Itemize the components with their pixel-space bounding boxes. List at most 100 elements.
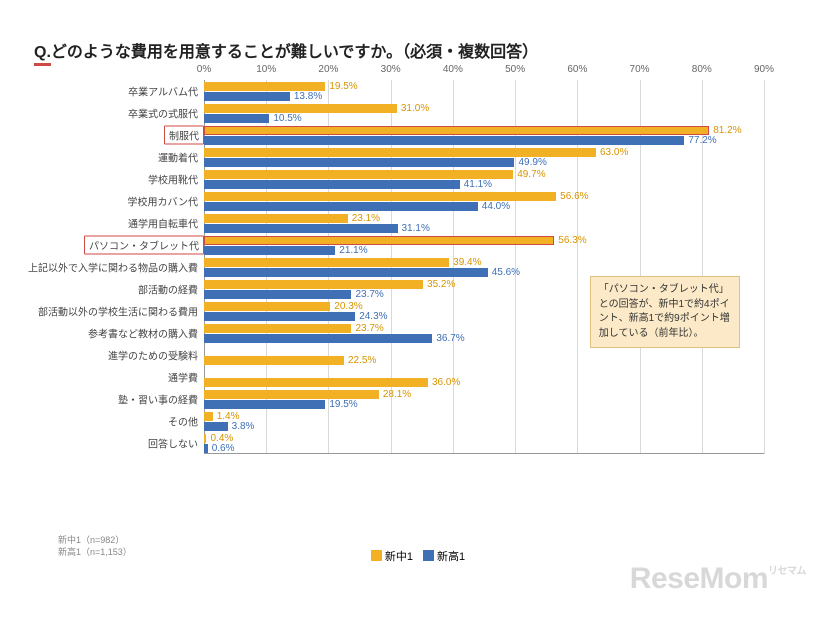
value-label-s2: 41.1% — [464, 179, 492, 190]
value-label-s2: 21.1% — [339, 245, 367, 256]
value-label-s2: 19.5% — [329, 399, 357, 410]
sample-line-1: 新中1（n=982） — [58, 534, 132, 546]
category-row: 運動着代63.0%49.9% — [204, 146, 764, 168]
category-label: パソコン・タブレット代 — [84, 236, 204, 255]
bar-s1 — [204, 192, 556, 201]
question-title: Q.どのような費用を用意することが難しいですか。（必須・複数回答） — [34, 38, 792, 62]
x-axis-tick-label: 50% — [505, 64, 525, 75]
title-main: どのような費用を用意することが難しいですか。（必須・複数回答） — [51, 44, 538, 61]
bar-s1 — [204, 356, 344, 365]
category-label: 通学費 — [168, 370, 204, 385]
category-label: 進学のための受験料 — [108, 348, 204, 363]
category-label: その他 — [168, 414, 204, 429]
category-label: 通学用自転車代 — [128, 216, 204, 231]
x-axis-tick-label: 40% — [443, 64, 463, 75]
value-label-s2: 36.7% — [436, 333, 464, 344]
bar-s1 — [204, 236, 554, 245]
callout-box: 「パソコン・タブレット代」との回答が、新中1で約4ポイント、新高1で約9ポイント… — [590, 276, 740, 348]
value-label-s2: 45.6% — [492, 267, 520, 278]
bar-s2 — [204, 246, 335, 255]
value-label-s2: 24.3% — [359, 311, 387, 322]
value-label-s1: 35.2% — [427, 279, 455, 290]
bar-s2 — [204, 290, 351, 299]
legend-swatch — [423, 550, 434, 561]
value-label-s1: 81.2% — [713, 125, 741, 136]
x-axis-tick-label: 30% — [381, 64, 401, 75]
category-row: 卒業式の式服代31.0%10.5% — [204, 102, 764, 124]
x-axis-tick-label: 60% — [567, 64, 587, 75]
bar-s2 — [204, 334, 432, 343]
value-label-s2: 3.8% — [232, 421, 255, 432]
category-row: 塾・習い事の経費28.1%19.5% — [204, 388, 764, 410]
category-row: 通学費36.0% — [204, 366, 764, 388]
x-axis-tick-label: 10% — [256, 64, 276, 75]
bar-s2 — [204, 422, 228, 431]
category-label: 部活動以外の学校生活に関わる費用 — [38, 304, 204, 319]
category-row: 学校用靴代49.7%41.1% — [204, 168, 764, 190]
category-label: 回答しない — [148, 436, 204, 451]
value-label-s2: 10.5% — [273, 113, 301, 124]
category-label: 卒業アルバム代 — [128, 84, 204, 99]
category-label: 制服代 — [164, 126, 204, 145]
value-label-s2: 0.6% — [212, 443, 235, 454]
value-label-s1: 56.6% — [560, 191, 588, 202]
bar-s1 — [204, 148, 596, 157]
x-axis-tick-label: 70% — [630, 64, 650, 75]
value-label-s1: 31.0% — [401, 103, 429, 114]
watermark-text: ReseMom — [630, 562, 768, 595]
bar-s2 — [204, 158, 514, 167]
value-label-s2: 77.2% — [688, 135, 716, 146]
bar-s2 — [204, 92, 290, 101]
category-label: 参考書など教材の購入費 — [88, 326, 204, 341]
category-row: パソコン・タブレット代56.3%21.1% — [204, 234, 764, 256]
value-label-s2: 31.1% — [402, 223, 430, 234]
value-label-s1: 56.3% — [558, 235, 586, 246]
value-label-s1: 23.1% — [352, 213, 380, 224]
category-label: 運動着代 — [158, 150, 204, 165]
bar-s1 — [204, 280, 423, 289]
gridline — [764, 80, 765, 454]
category-row: 学校用カバン代56.6%44.0% — [204, 190, 764, 212]
legend-label: 新高1 — [437, 551, 465, 563]
bar-s1 — [204, 434, 206, 443]
value-label-s1: 22.5% — [348, 355, 376, 366]
value-label-s2: 49.9% — [518, 157, 546, 168]
bar-s1 — [204, 412, 213, 421]
category-row: 上記以外で入学に関わる物品の購入費39.4%45.6% — [204, 256, 764, 278]
page-root: Q.どのような費用を用意することが難しいですか。（必須・複数回答） 0%10%2… — [0, 0, 826, 620]
category-row: その他1.4%3.8% — [204, 410, 764, 432]
category-row: 制服代81.2%77.2% — [204, 124, 764, 146]
value-label-s2: 44.0% — [482, 201, 510, 212]
bar-s1 — [204, 324, 351, 333]
x-axis-tick-label: 20% — [318, 64, 338, 75]
value-label-s1: 23.7% — [355, 323, 383, 334]
watermark-sup: リセマム — [768, 566, 806, 577]
legend-label: 新中1 — [385, 551, 413, 563]
plot-area: 0%10%20%30%40%50%60%70%80%90%卒業アルバム代19.5… — [204, 80, 764, 454]
bar-s2 — [204, 444, 208, 453]
bar-s2 — [204, 136, 684, 145]
title-prefix: Q. — [34, 44, 51, 66]
category-row: 通学用自転車代23.1%31.1% — [204, 212, 764, 234]
bar-s1 — [204, 214, 348, 223]
category-row: 回答しない0.4%0.6% — [204, 432, 764, 454]
bar-s2 — [204, 400, 325, 409]
category-label: 塾・習い事の経費 — [118, 392, 204, 407]
watermark-logo: ReseMomリセマム — [630, 562, 806, 596]
bar-s1 — [204, 258, 449, 267]
value-label-s1: 36.0% — [432, 377, 460, 388]
bar-s2 — [204, 114, 269, 123]
category-row: 卒業アルバム代19.5%13.8% — [204, 80, 764, 102]
x-axis-tick-label: 80% — [692, 64, 712, 75]
bar-s1 — [204, 302, 330, 311]
category-label: 部活動の経費 — [138, 282, 204, 297]
bar-s1 — [204, 378, 428, 387]
value-label-s1: 49.7% — [517, 169, 545, 180]
category-label: 上記以外で入学に関わる物品の購入費 — [28, 260, 204, 275]
bar-s2 — [204, 312, 355, 321]
bar-s1 — [204, 170, 513, 179]
value-label-s1: 28.1% — [383, 389, 411, 400]
bar-s1 — [204, 82, 325, 91]
x-axis-tick-label: 90% — [754, 64, 774, 75]
bar-s1 — [204, 104, 397, 113]
